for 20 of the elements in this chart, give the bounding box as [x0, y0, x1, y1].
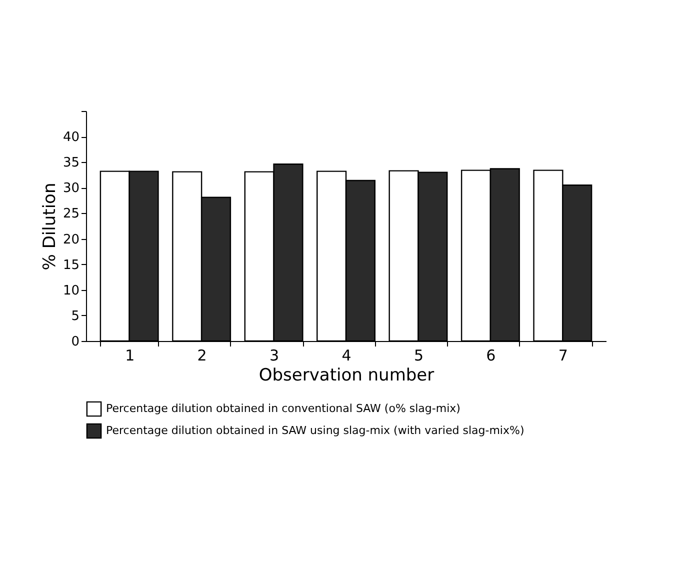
y-tick-label: 30: [62, 181, 80, 196]
x-tick-label: 6: [486, 346, 496, 364]
x-tick-label: 2: [197, 346, 207, 364]
y-tick-label: 25: [62, 206, 80, 222]
y-tick-label: 15: [62, 258, 80, 273]
y-tick-label: 40: [62, 130, 80, 146]
x-tick-label: 3: [270, 346, 280, 364]
legend-label: Percentage dilution obtained in conventional SAW (o% slag-mix): [106, 402, 460, 415]
y-tick-label: 35: [62, 156, 80, 171]
x-tick-label: 1: [125, 346, 135, 364]
y-axis-title: % Dilution: [40, 182, 60, 270]
y-tick-label: 5: [71, 308, 80, 324]
y-tick-label: 0: [71, 334, 80, 350]
legend-label: Percentage dilution obtained in SAW using slag-mix (with varied slag-mix%): [106, 424, 524, 437]
x-tick-label: 4: [342, 346, 352, 364]
x-tick-label: 7: [558, 346, 568, 364]
y-tick-label: 10: [62, 283, 80, 298]
x-axis-title: Observation number: [258, 366, 434, 386]
y-tick-label: 20: [62, 232, 80, 248]
x-tick-label: 5: [414, 346, 424, 364]
